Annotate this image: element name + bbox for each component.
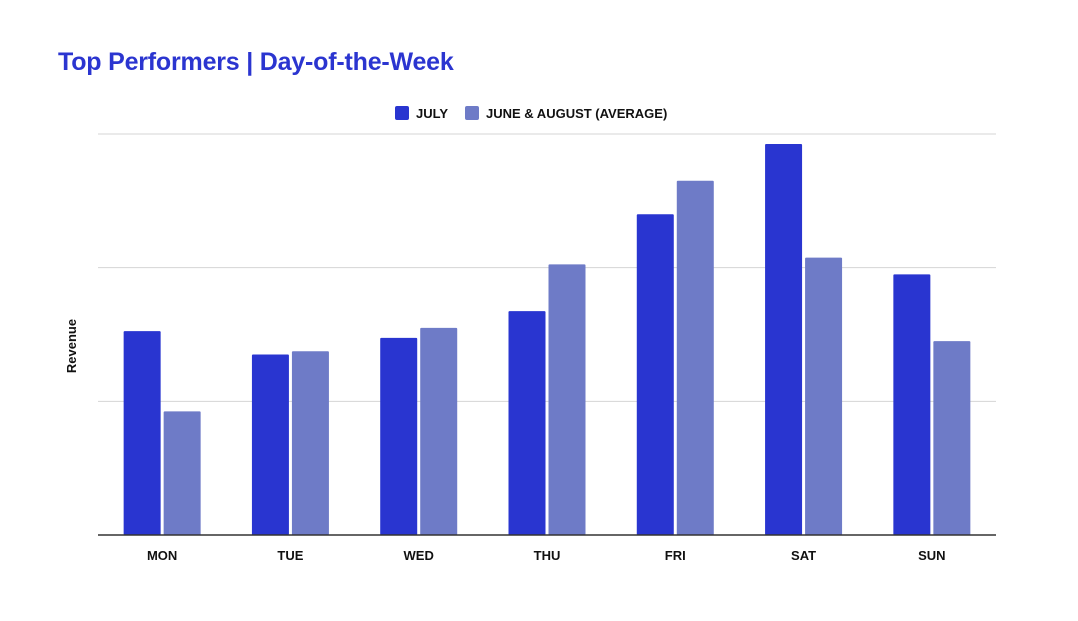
legend-label: JULY [416, 106, 448, 121]
bar-july-sat [765, 144, 803, 535]
y-axis-label: Revenue [64, 319, 79, 373]
bar-june-august-sun [933, 341, 971, 535]
legend-swatch [465, 106, 479, 120]
x-tick-label: SAT [791, 548, 816, 563]
bar-july-mon [123, 331, 161, 535]
x-tick-label: THU [534, 548, 561, 563]
bar-july-wed [380, 337, 418, 535]
bar-june-august-thu [548, 264, 586, 535]
x-tick-label: TUE [277, 548, 303, 563]
x-tick-label: WED [404, 548, 434, 563]
legend: JULY JUNE & AUGUST (AVERAGE) [395, 106, 667, 121]
x-tick-label: MON [147, 548, 177, 563]
x-tick-label: FRI [665, 548, 686, 563]
gridlines [98, 133, 996, 402]
bar-july-sun [893, 274, 931, 535]
x-tick-label: SUN [918, 548, 945, 563]
bar-july-thu [508, 311, 546, 535]
bar-june-august-fri [676, 180, 714, 536]
bar-june-august-mon [163, 411, 201, 535]
x-axis-labels: MON TUE WED THU FRI SAT SUN [147, 548, 946, 563]
bar-july-tue [251, 354, 289, 535]
legend-swatch [395, 106, 409, 120]
bar-june-august-sat [805, 257, 843, 535]
legend-label: JUNE & AUGUST (AVERAGE) [486, 106, 667, 121]
bars [123, 144, 971, 536]
chart-title: Top Performers | Day-of-the-Week [58, 48, 454, 76]
bar-june-august-tue [291, 351, 329, 535]
bar-july-fri [636, 214, 674, 535]
bar-june-august-wed [420, 327, 458, 535]
